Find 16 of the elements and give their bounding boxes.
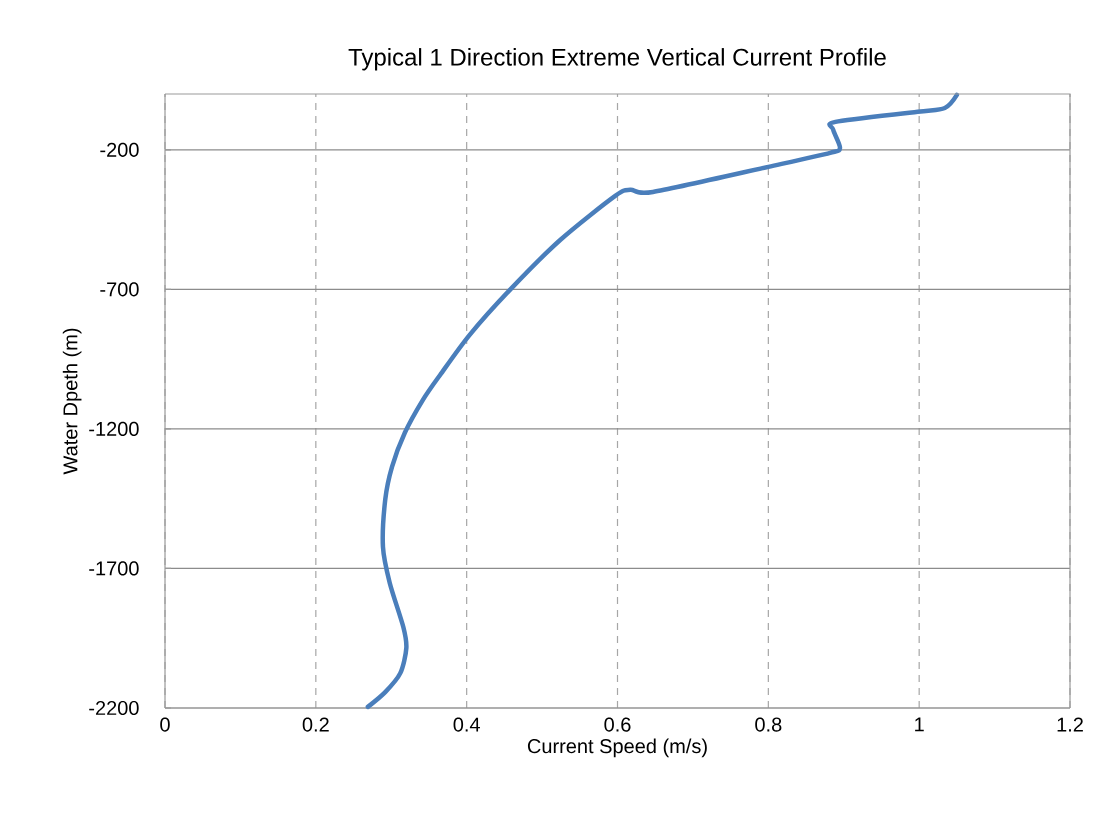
x-tick-label: 1.2 (1057, 717, 1083, 732)
x-tick-label: 0.2 (302, 717, 329, 732)
x-tick-label: 0.8 (755, 717, 782, 732)
y-tick-label: -200 (100, 142, 139, 157)
y-tick-label: -700 (100, 282, 139, 297)
line-series (365, 92, 960, 710)
y-axis-title: Water Dpeth (m) (62, 328, 82, 475)
x-tick-label: 0 (160, 717, 170, 732)
x-tick-label: 0.4 (453, 717, 480, 732)
y-tick-label: -2200 (89, 700, 139, 716)
chart-title: Typical 1 Direction Extreme Vertical Current Profile (348, 48, 886, 71)
y-tick-label: -1700 (89, 561, 139, 576)
x-axis-title: Current Speed (m/s) (527, 738, 707, 758)
x-tick-label: 1 (915, 717, 924, 732)
y-tick-label: -1200 (89, 421, 139, 436)
x-tick-label: 0.6 (604, 717, 631, 732)
